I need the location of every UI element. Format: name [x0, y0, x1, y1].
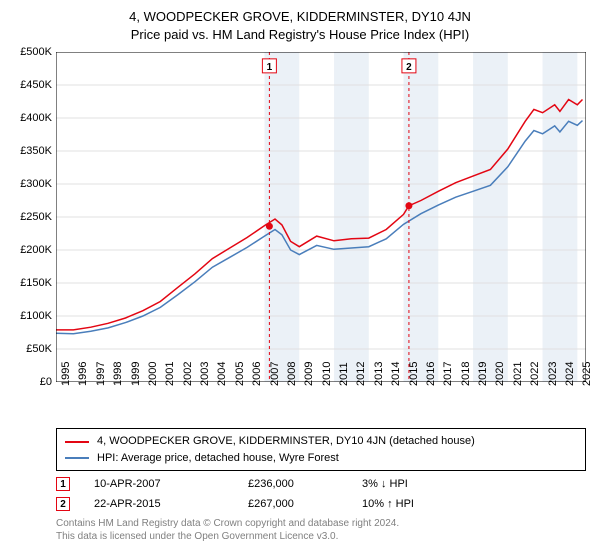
x-tick-label: 2021 — [512, 362, 524, 386]
x-tick-label: 2004 — [216, 362, 228, 386]
x-tick-label: 2008 — [286, 362, 298, 386]
x-tick-label: 1995 — [60, 362, 72, 386]
sale-date: 10-APR-2007 — [94, 478, 224, 490]
legend-item: 4, WOODPECKER GROVE, KIDDERMINSTER, DY10… — [65, 433, 577, 450]
sales-list: 1 10-APR-2007 £236,000 3% ↓ HPI 2 22-APR… — [56, 477, 590, 511]
legend: 4, WOODPECKER GROVE, KIDDERMINSTER, DY10… — [56, 428, 586, 471]
x-tick-label: 2013 — [373, 362, 385, 386]
x-tick-label: 2025 — [581, 362, 593, 386]
y-tick-label: £200K — [20, 244, 56, 256]
chart-svg: 12 — [56, 52, 586, 382]
legend-swatch — [65, 441, 89, 443]
legend-swatch — [65, 457, 89, 459]
legend-item: HPI: Average price, detached house, Wyre… — [65, 450, 577, 467]
x-tick-label: 2007 — [269, 362, 281, 386]
y-tick-label: £100K — [20, 310, 56, 322]
x-tick-label: 2009 — [303, 362, 315, 386]
legend-label: HPI: Average price, detached house, Wyre… — [97, 450, 339, 467]
x-tick-label: 2019 — [477, 362, 489, 386]
x-tick-label: 2015 — [408, 362, 420, 386]
x-tick-label: 1997 — [95, 362, 107, 386]
y-tick-label: £400K — [20, 112, 56, 124]
sale-date: 22-APR-2015 — [94, 498, 224, 510]
x-tick-label: 2005 — [234, 362, 246, 386]
x-tick-label: 2016 — [425, 362, 437, 386]
x-tick-label: 2000 — [147, 362, 159, 386]
x-tick-label: 2002 — [182, 362, 194, 386]
x-tick-label: 2010 — [321, 362, 333, 386]
sale-price: £236,000 — [248, 478, 338, 490]
y-tick-label: £350K — [20, 145, 56, 157]
chart-container: 4, WOODPECKER GROVE, KIDDERMINSTER, DY10… — [0, 0, 600, 560]
sale-marker-icon: 2 — [56, 497, 70, 511]
y-tick-label: £0 — [40, 376, 56, 388]
x-tick-label: 2022 — [529, 362, 541, 386]
x-tick-label: 2023 — [547, 362, 559, 386]
sale-hpi-rel: 10% ↑ HPI — [362, 498, 482, 510]
y-tick-label: £500K — [20, 46, 56, 58]
svg-text:2: 2 — [406, 62, 412, 73]
x-tick-label: 2012 — [355, 362, 367, 386]
chart-title: 4, WOODPECKER GROVE, KIDDERMINSTER, DY10… — [10, 8, 590, 26]
sale-row: 2 22-APR-2015 £267,000 10% ↑ HPI — [56, 497, 590, 511]
footnote: Contains HM Land Registry data © Crown c… — [56, 517, 590, 543]
x-tick-label: 1998 — [112, 362, 124, 386]
x-tick-label: 1996 — [77, 362, 89, 386]
y-tick-label: £50K — [26, 343, 56, 355]
x-tick-label: 2014 — [390, 362, 402, 386]
svg-text:1: 1 — [267, 62, 273, 73]
x-tick-label: 2024 — [564, 362, 576, 386]
x-tick-label: 2011 — [338, 363, 350, 387]
y-tick-label: £450K — [20, 79, 56, 91]
x-tick-label: 1999 — [130, 362, 142, 386]
sale-marker-icon: 1 — [56, 477, 70, 491]
sale-row: 1 10-APR-2007 £236,000 3% ↓ HPI — [56, 477, 590, 491]
x-tick-label: 2017 — [442, 362, 454, 386]
x-tick-label: 2018 — [460, 362, 472, 386]
x-tick-label: 2001 — [164, 362, 176, 386]
chart-area: 12 £0£50K£100K£150K£200K£250K£300K£350K£… — [56, 52, 586, 422]
legend-label: 4, WOODPECKER GROVE, KIDDERMINSTER, DY10… — [97, 433, 475, 450]
y-tick-label: £300K — [20, 178, 56, 190]
sale-hpi-rel: 3% ↓ HPI — [362, 478, 482, 490]
x-tick-label: 2020 — [494, 362, 506, 386]
sale-price: £267,000 — [248, 498, 338, 510]
y-tick-label: £250K — [20, 211, 56, 223]
x-tick-label: 2003 — [199, 362, 211, 386]
y-tick-label: £150K — [20, 277, 56, 289]
x-tick-label: 2006 — [251, 362, 263, 386]
chart-subtitle: Price paid vs. HM Land Registry's House … — [10, 26, 590, 44]
